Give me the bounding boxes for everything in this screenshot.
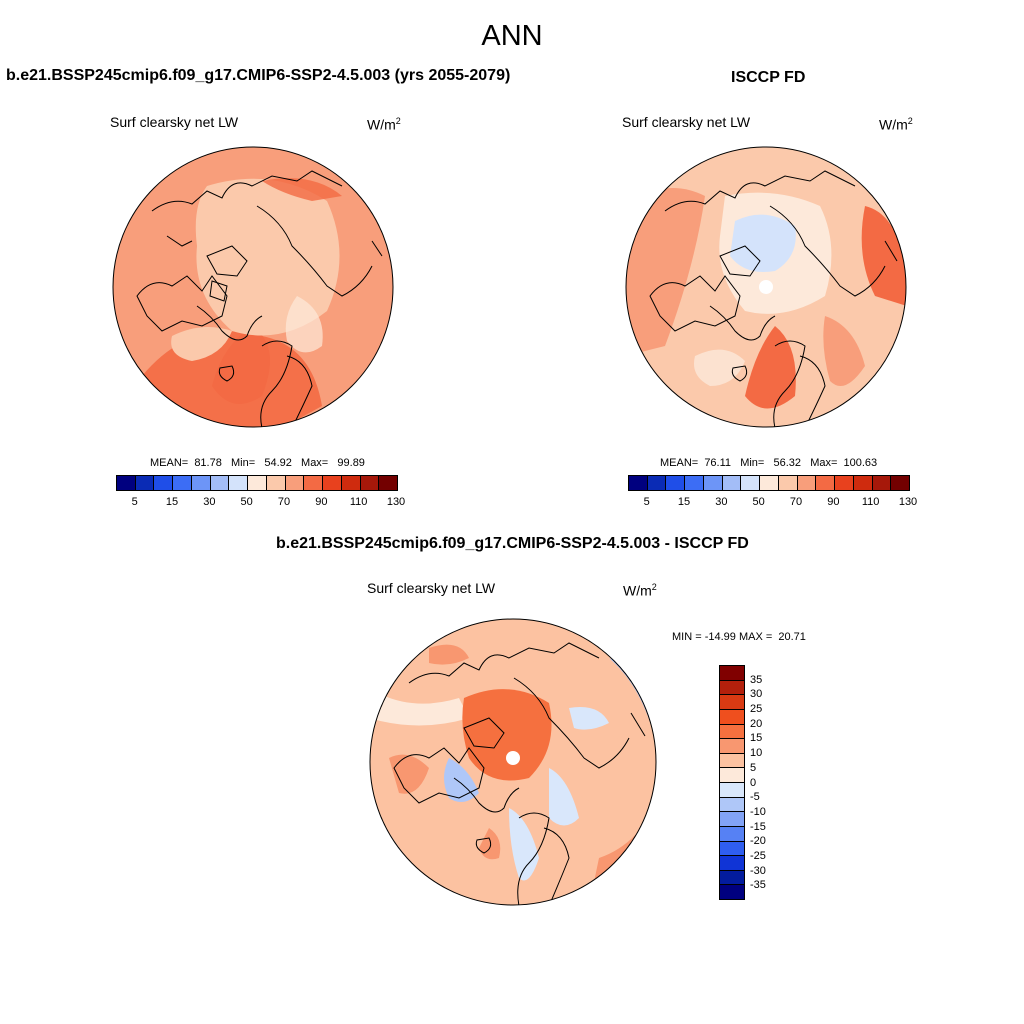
figure-title: ANN [481,20,543,52]
colorbar-swatch [720,885,744,899]
colorbar-tick-label: -10 [750,805,766,818]
colorbar-tick-label: 130 [898,496,918,508]
colorbar-swatch [304,476,324,490]
colorbar-swatch [835,476,854,490]
colorbar-swatch [154,476,174,490]
panel-3-variable-label: Surf clearsky net LW [367,580,496,596]
panel-2-colorbar-ticks: 5 15 30 50 70 90 110 130 [628,496,918,510]
colorbar-tick-label: -25 [750,849,766,862]
colorbar-swatch [647,476,667,490]
panel-1-stats: MEAN= 81.78 Min= 54.92 Max= 99.89 [150,457,365,469]
colorbar-swatch [853,476,873,490]
colorbar-tick-label: 90 [315,496,328,508]
colorbar-swatch [720,753,744,769]
panel-1-polar-map [112,146,394,428]
colorbar-swatch [720,739,744,754]
colorbar-swatch [720,666,744,681]
colorbar-swatch [720,768,744,783]
colorbar-tick-label: 15 [165,496,179,508]
panel-2-colorbar [628,475,910,491]
colorbar-swatch [191,476,211,490]
panel-2-polar-map [625,146,907,428]
panel-2-stats: MEAN= 76.11 Min= 56.32 Max= 100.63 [660,457,878,469]
panel-1-title: b.e21.BSSP245cmip6.f09_g17.CMIP6-SSP2-4.… [6,67,511,84]
colorbar-swatch [285,476,305,490]
colorbar-tick-label: 10 [750,747,763,760]
colorbar-swatch [248,476,267,490]
colorbar-tick-label: 0 [750,776,757,789]
colorbar-swatch [323,476,342,490]
colorbar-swatch [666,476,686,490]
colorbar-tick-label: -20 [750,835,766,848]
panel-1-colorbar-ticks: 5 15 30 50 70 90 110 130 [116,496,406,510]
colorbar-tick-label: 5 [750,761,757,774]
panel-1-colorbar [116,475,398,491]
colorbar-swatch [210,476,230,490]
colorbar-swatch [629,476,648,490]
colorbar-tick-label: 70 [277,496,291,508]
colorbar-swatch [720,783,744,798]
colorbar-swatch [720,812,744,827]
colorbar-swatch [720,870,744,886]
colorbar-swatch [720,724,744,740]
colorbar-swatch [341,476,361,490]
colorbar-swatch [360,476,380,490]
colorbar-tick-label: 50 [752,496,765,508]
colorbar-tick-label: 15 [750,732,763,745]
panel-3-stats: MIN = -14.99 MAX = 20.71 [672,631,806,643]
colorbar-swatch [685,476,704,490]
colorbar-tick-label: -35 [750,879,766,892]
colorbar-swatch [720,856,744,871]
colorbar-tick-label: -30 [750,864,766,877]
colorbar-tick-label: 70 [789,496,803,508]
colorbar-tick-label: 20 [750,717,763,730]
colorbar-tick-label: 50 [240,496,253,508]
colorbar-swatch [760,476,779,490]
panel-1-variable-label: Surf clearsky net LW [110,114,239,130]
colorbar-tick-label: -5 [750,791,760,804]
colorbar-swatch [266,476,286,490]
colorbar-swatch [117,476,136,490]
colorbar-tick-label: 130 [386,496,406,508]
colorbar-swatch [891,476,910,490]
colorbar-tick-label: 30 [203,496,216,508]
colorbar-swatch [720,841,744,857]
colorbar-tick-label: 25 [750,703,763,716]
colorbar-tick-label: 110 [349,496,368,508]
colorbar-swatch [797,476,817,490]
panel-2-variable-label: Surf clearsky net LW [622,114,751,130]
colorbar-tick-label: 5 [131,496,138,508]
colorbar-swatch [135,476,155,490]
panel-3-units: W/m2 [623,582,657,599]
panel-2-units: W/m2 [879,116,913,133]
colorbar-swatch [720,680,744,696]
panel-3-title: b.e21.BSSP245cmip6.f09_g17.CMIP6-SSP2-4.… [276,535,749,552]
colorbar-swatch [229,476,249,490]
colorbar-tick-label: 110 [861,496,880,508]
colorbar-swatch [720,709,744,725]
colorbar-swatch [741,476,761,490]
colorbar-tick-label: 35 [750,673,763,686]
colorbar-tick-label: 90 [827,496,840,508]
panel-2-title: ISCCP FD [731,69,806,86]
colorbar-swatch [720,826,744,842]
colorbar-swatch [816,476,836,490]
colorbar-swatch [722,476,742,490]
colorbar-swatch [173,476,192,490]
panel-3-colorbar-ticks: 35 30 25 20 15 10 5 0 -5 -10 -15 -20 -25 -30 -35 [750,665,790,900]
colorbar-swatch [872,476,892,490]
colorbar-swatch [703,476,723,490]
colorbar-swatch [720,695,744,710]
panel-3-polar-map [369,618,657,906]
colorbar-tick-label: 30 [715,496,728,508]
colorbar-tick-label: 30 [750,688,763,701]
colorbar-tick-label: 5 [643,496,650,508]
colorbar-tick-label: 15 [677,496,691,508]
panel-1-units: W/m2 [367,116,401,133]
colorbar-swatch [379,476,398,490]
colorbar-swatch [778,476,798,490]
colorbar-tick-label: -15 [750,820,766,833]
panel-3-colorbar [719,665,745,900]
colorbar-swatch [720,797,744,813]
